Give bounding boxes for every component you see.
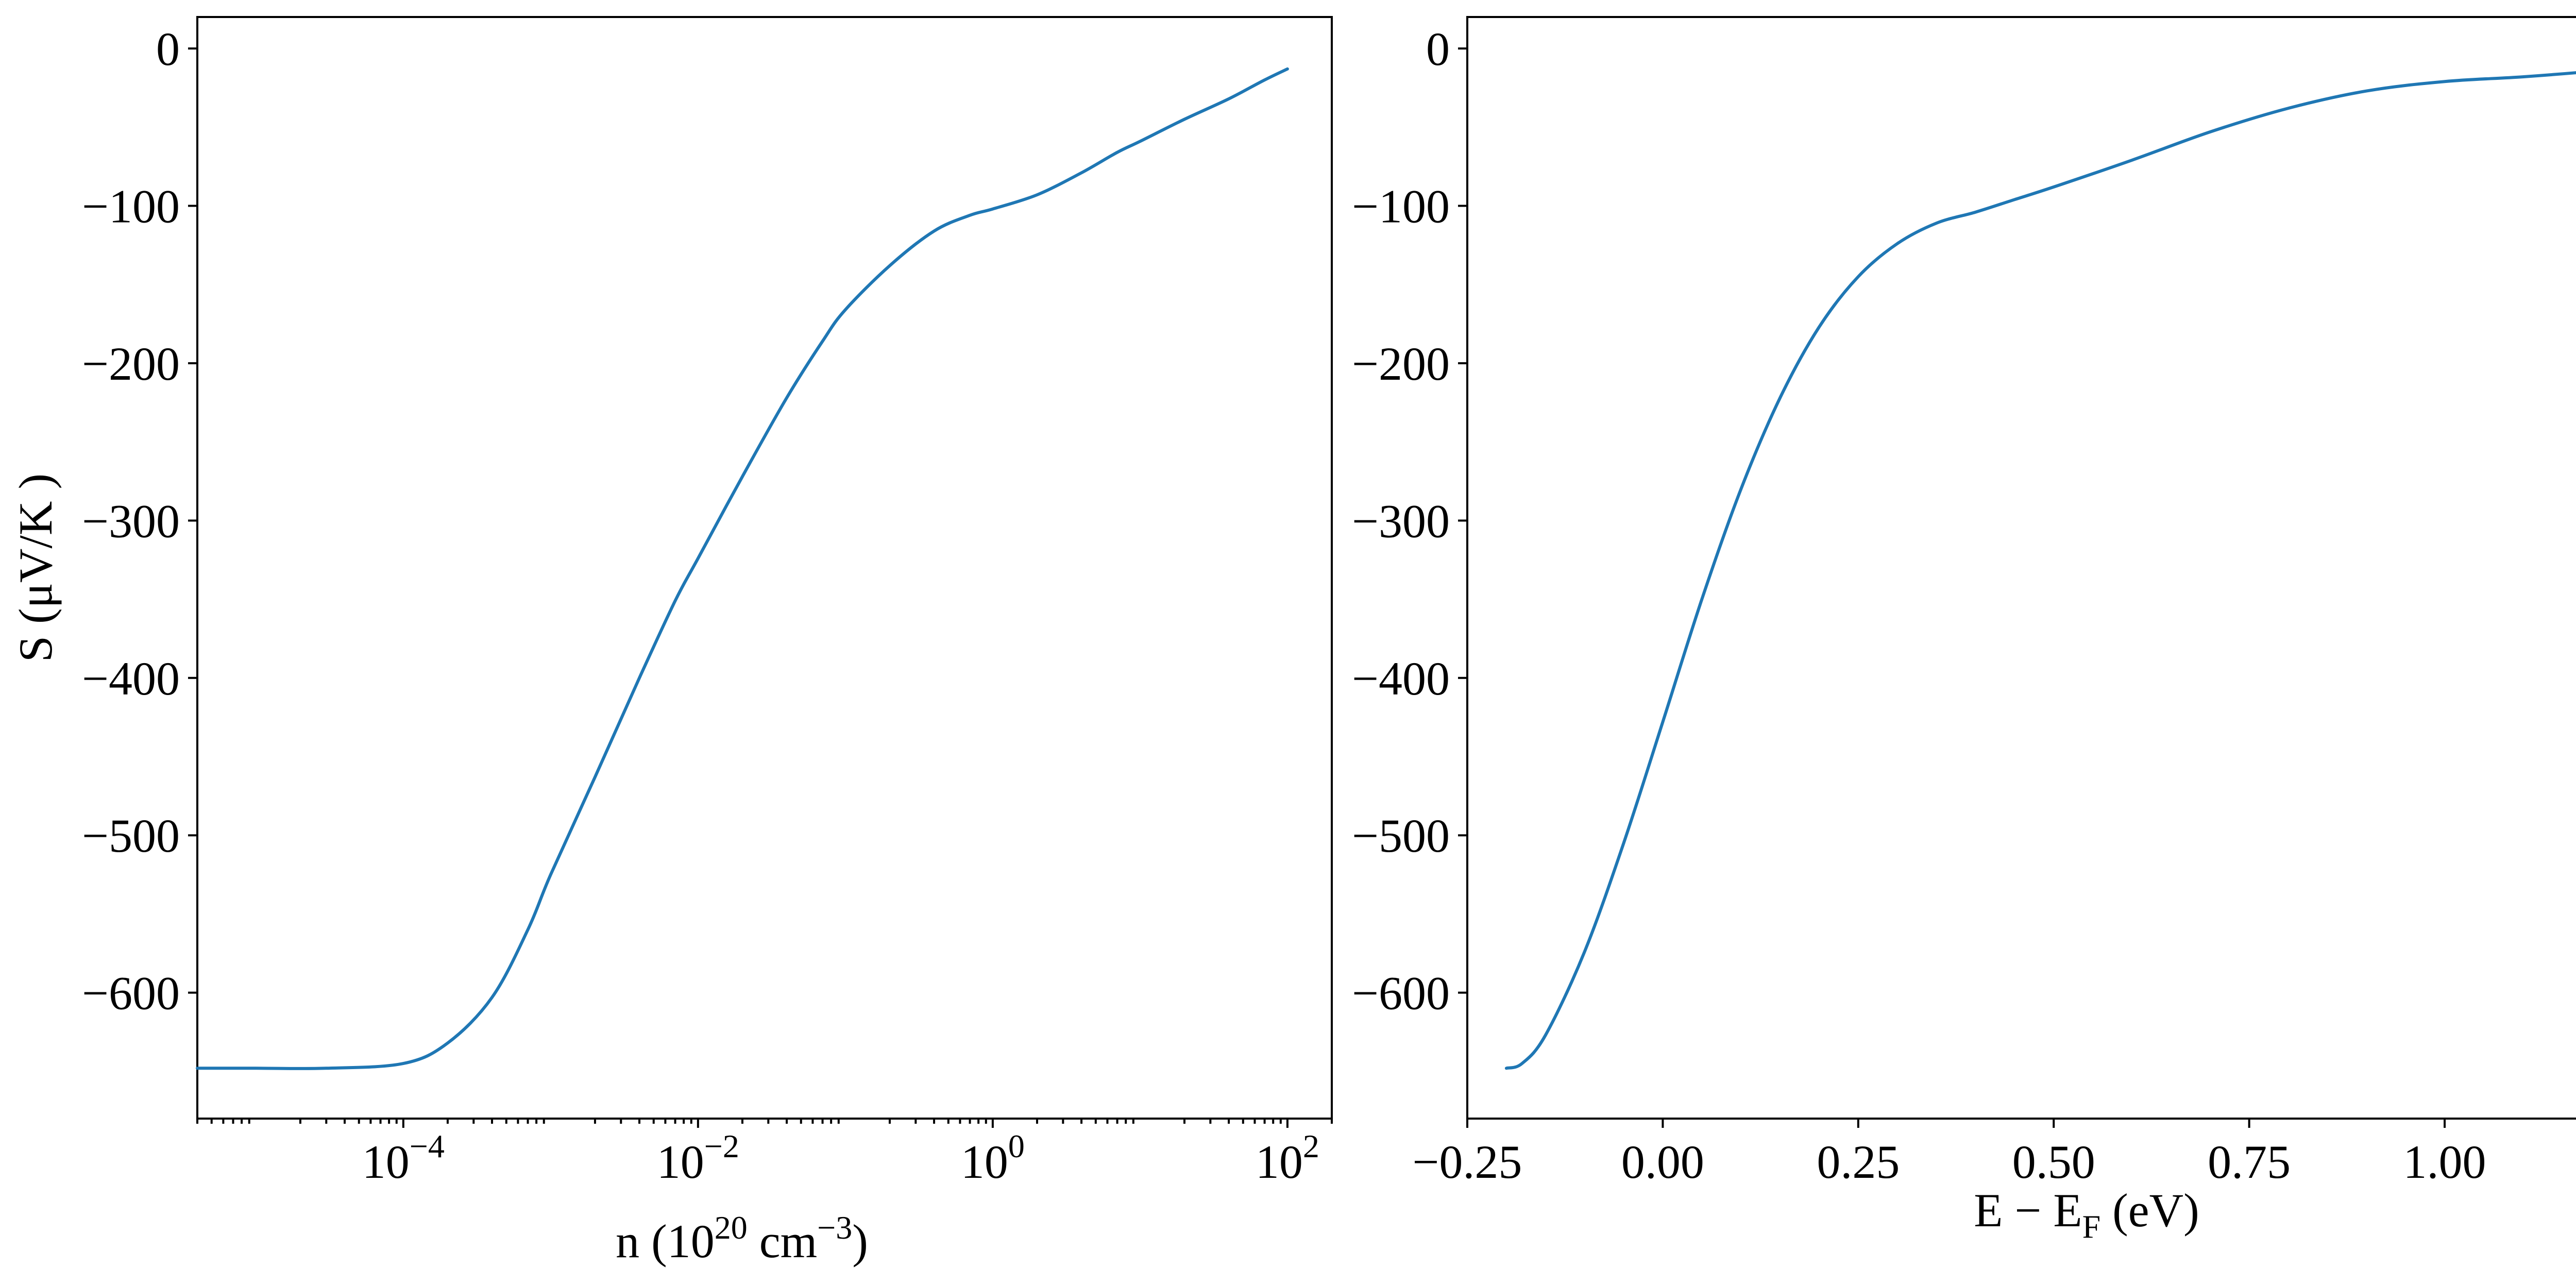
y-tick-label: −500 bbox=[1352, 809, 1450, 862]
left-y-axis-ticks: 0 −100 −200 −300 −400 −500 −600 bbox=[82, 23, 197, 1020]
x-tick-label: 0.00 bbox=[1621, 1136, 1704, 1188]
left-panel-seebeck-vs-carrier-concentration: 0 −100 −200 −300 −400 −500 −600 10−4 10−2 100 102… bbox=[9, 16, 1333, 1267]
x-tick-label: 102 bbox=[1256, 1128, 1319, 1188]
x-tick-label: 0.25 bbox=[1817, 1136, 1900, 1188]
right-x-axis-ticks: −0.250.000.250.500.751.001.25 bbox=[1413, 1119, 2486, 1188]
right-panel-seebeck-vs-energy: 0 −100 −200 −300 −400 −500 −600 −0.25 0.00 0.25 0… bbox=[1352, 16, 2576, 1245]
y-tick-label: −600 bbox=[82, 967, 180, 1020]
y-tick-label: −200 bbox=[1352, 337, 1450, 390]
y-tick-label: −400 bbox=[1352, 652, 1450, 705]
x-tick-label: −0.25 bbox=[1413, 1136, 1522, 1188]
right-series-line bbox=[1504, 71, 2576, 1070]
y-tick-label: −400 bbox=[82, 652, 180, 705]
right-x-axis-label: E − EF (eV) bbox=[1974, 1184, 2199, 1245]
y-tick-label: −100 bbox=[82, 180, 180, 233]
left-x-axis-label: n (1020 cm−3) bbox=[616, 1209, 868, 1267]
x-tick-label: 0.50 bbox=[2012, 1136, 2095, 1188]
left-series-line bbox=[196, 67, 1289, 1070]
y-tick-label: −300 bbox=[82, 495, 180, 547]
y-tick-label: −100 bbox=[1352, 180, 1450, 233]
y-tick-label: −500 bbox=[82, 809, 180, 862]
y-tick-label: −600 bbox=[1352, 967, 1450, 1020]
y-tick-label: −200 bbox=[82, 337, 180, 390]
left-y-axis-label: S (μV/K ) bbox=[9, 474, 62, 662]
right-plot-frame bbox=[1466, 16, 2576, 1120]
x-tick-label: 10−2 bbox=[657, 1128, 739, 1188]
x-tick-label: 0.75 bbox=[2208, 1136, 2291, 1188]
x-tick-label: 1.00 bbox=[2403, 1136, 2486, 1188]
left-x-axis-ticks: 10−4 10−2 100 102 bbox=[196, 1119, 1333, 1188]
x-tick-label: 100 bbox=[961, 1128, 1025, 1188]
right-y-axis-ticks: 0 −100 −200 −300 −400 −500 −600 bbox=[1352, 23, 1467, 1020]
x-tick-label: 10−4 bbox=[362, 1128, 445, 1188]
y-tick-label: 0 bbox=[1426, 23, 1450, 75]
y-tick-label: −300 bbox=[1352, 495, 1450, 547]
y-tick-label: 0 bbox=[156, 23, 180, 75]
left-plot-frame bbox=[196, 16, 1333, 1120]
